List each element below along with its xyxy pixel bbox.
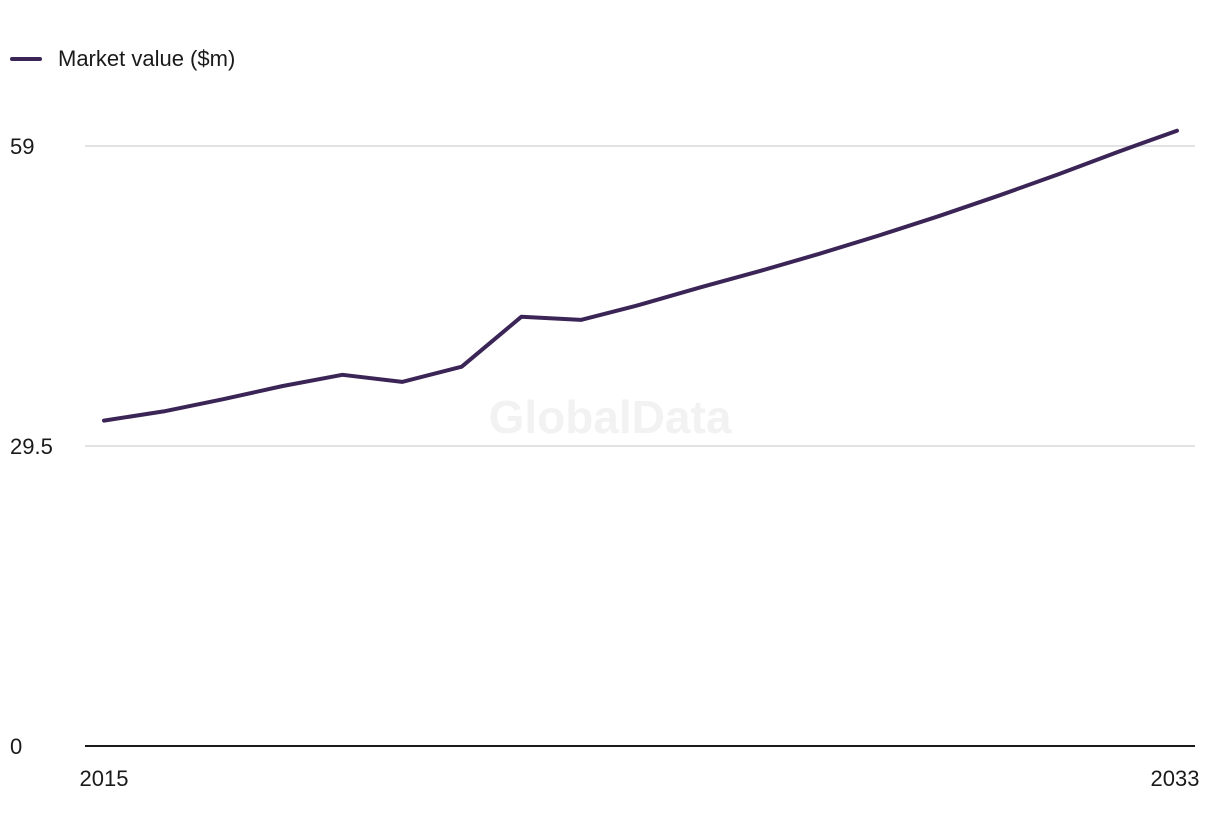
y-tick-label: 59 <box>10 134 34 159</box>
x-tick-labels: 2015 2033 <box>80 766 1200 791</box>
y-tick-label: 29.5 <box>10 434 53 459</box>
series-line-market-value <box>102 128 1179 423</box>
watermark: GlobalData <box>489 391 732 443</box>
y-tick-labels: 0 29.5 59 <box>10 134 53 759</box>
gridlines <box>85 145 1195 447</box>
legend-label: Market value ($m) <box>58 46 236 71</box>
legend-swatch <box>10 57 42 61</box>
x-tick-label: 2015 <box>80 766 129 791</box>
series-lines <box>102 128 1179 423</box>
y-tick-label: 0 <box>10 734 22 759</box>
legend: Market value ($m) <box>10 46 235 72</box>
x-tick-label: 2033 <box>1151 766 1200 791</box>
